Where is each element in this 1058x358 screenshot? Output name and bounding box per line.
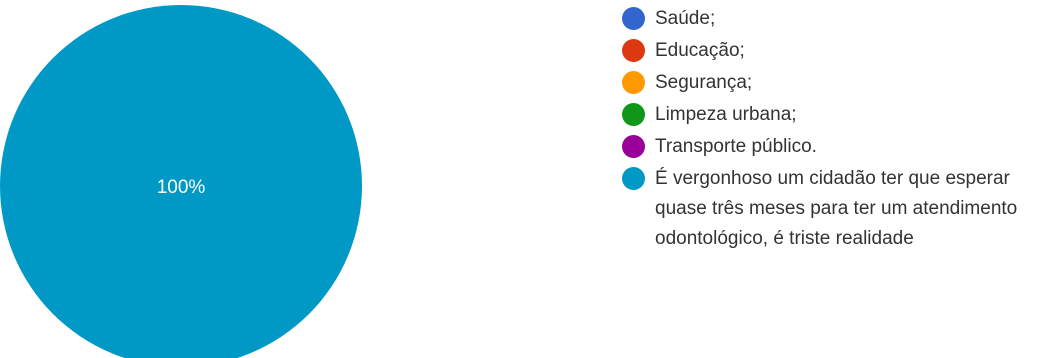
legend-item-4: Transporte público. — [622, 132, 1052, 162]
legend-label-1: Educação; — [655, 40, 745, 61]
legend-swatch-2 — [622, 71, 645, 94]
legend-label-3: Limpeza urbana; — [655, 104, 797, 125]
legend-item-2: Segurança; — [622, 68, 1052, 98]
legend-swatch-4 — [622, 135, 645, 158]
legend-item-1: Educação; — [622, 36, 1052, 66]
pie-slice-5 — [0, 5, 362, 358]
slice-percent-label: 100% — [157, 177, 206, 198]
legend-label-2: Segurança; — [655, 72, 753, 93]
legend-swatch-0 — [622, 7, 645, 30]
legend-label-5: É vergonhoso um cidadão ter que esperar … — [655, 168, 1018, 249]
legend-swatch-5 — [622, 167, 645, 190]
legend-swatch-1 — [622, 39, 645, 62]
chart-legend: Saúde; Educação; Segurança; Limpeza urbana;… — [622, 4, 1052, 256]
legend-label-4: Transporte público. — [655, 136, 817, 157]
legend-label-0: Saúde; — [655, 8, 716, 29]
legend-item-0: Saúde; — [622, 4, 1052, 34]
legend-item-3: Limpeza urbana; — [622, 100, 1052, 130]
legend-item-5: É vergonhoso um cidadão ter que esperar … — [622, 164, 1052, 254]
legend-swatch-3 — [622, 103, 645, 126]
